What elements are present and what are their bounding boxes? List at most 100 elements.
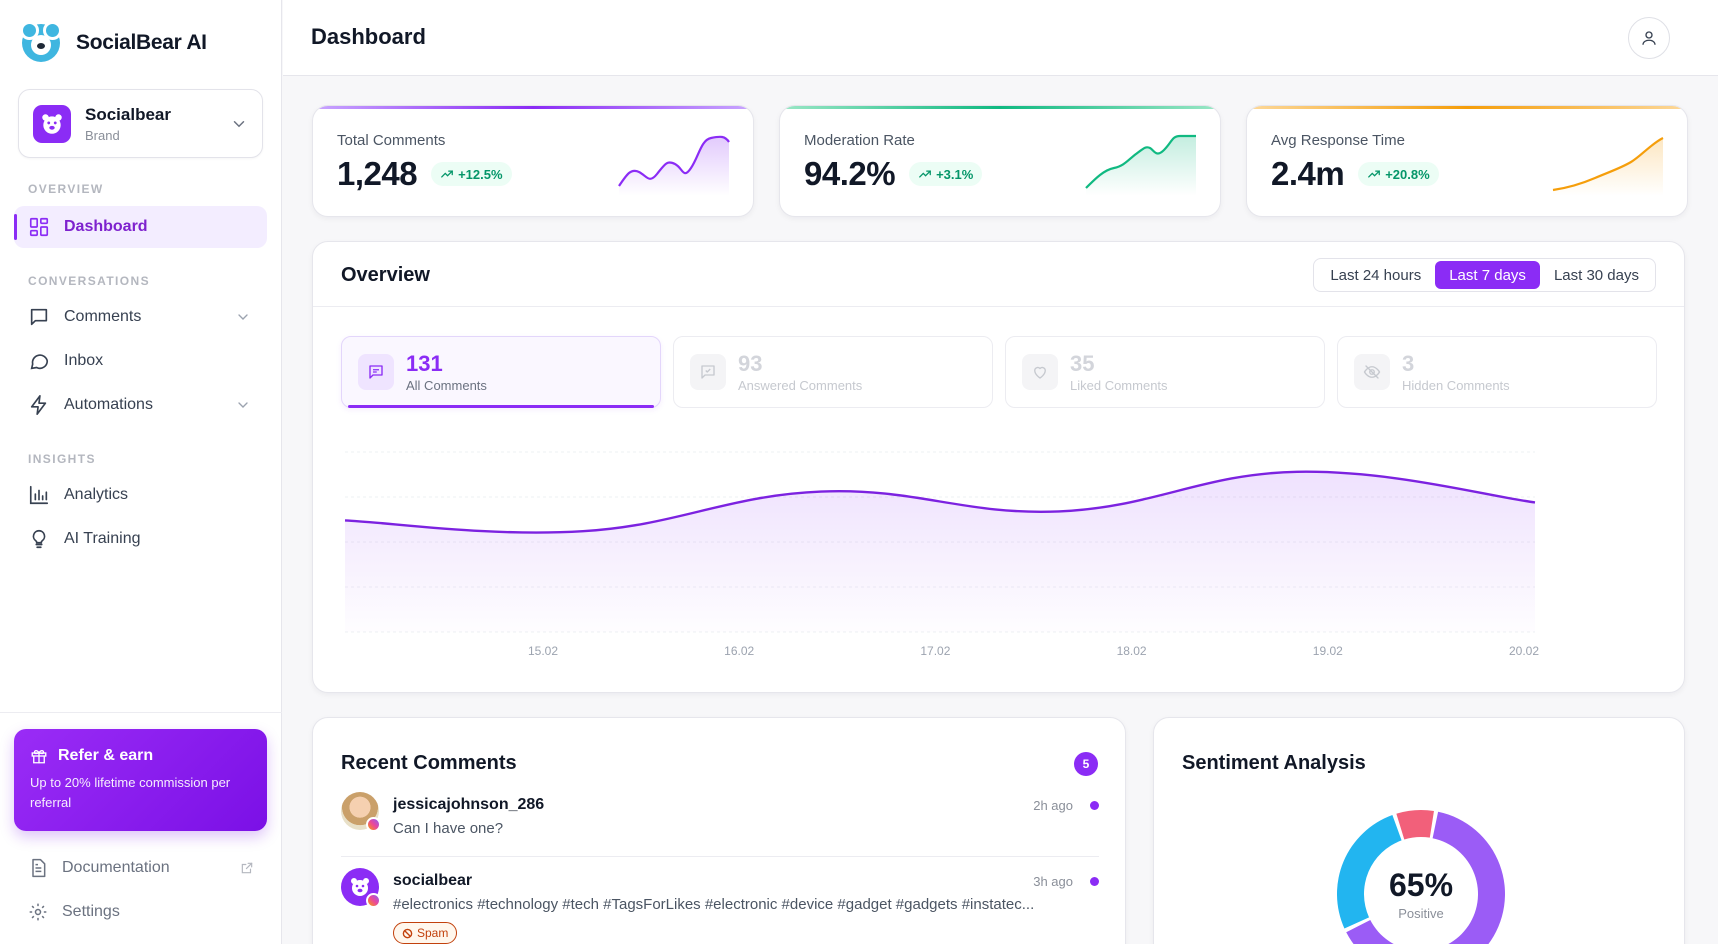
bear-icon xyxy=(351,878,369,896)
stat-value: 2.4m xyxy=(1271,155,1345,192)
sparkline-avg-response-time xyxy=(1552,137,1664,196)
stat-label: Total Comments xyxy=(337,132,446,149)
comment-icon xyxy=(369,365,383,379)
lightbulb-icon xyxy=(32,529,46,549)
metric-value: 35 xyxy=(1070,351,1095,376)
documentation-link[interactable]: Documentation xyxy=(28,858,254,878)
ban-icon xyxy=(402,928,413,938)
donut-slice-positive xyxy=(1346,811,1505,944)
refer-description: Up to 20% lifetime commission per referr… xyxy=(30,775,231,810)
page-title: Dashboard xyxy=(311,24,426,49)
app-name: SocialBear AI xyxy=(76,31,207,54)
brand-name: Socialbear xyxy=(85,104,171,124)
instagram-icon xyxy=(366,893,381,908)
stat-card-total-comments: Total Comments 1,248 +12.5% xyxy=(312,105,754,217)
document-icon xyxy=(32,858,46,878)
brand-type: Brand xyxy=(85,127,120,143)
settings-label: Settings xyxy=(62,903,120,920)
stat-value: 94.2% xyxy=(804,155,896,192)
refer-earn-card[interactable]: Refer & earn Up to 20% lifetime commissi… xyxy=(14,729,267,831)
x-tick-label: 15.02 xyxy=(528,644,558,658)
range-last-7-days[interactable]: Last 7 days xyxy=(1435,261,1540,289)
gift-icon xyxy=(31,749,47,764)
documentation-label: Documentation xyxy=(62,859,170,876)
stat-change-badge: +12.5% xyxy=(431,162,512,186)
chart-series-line xyxy=(344,470,1536,534)
heart-icon xyxy=(1034,366,1046,379)
comment-time: 2h ago xyxy=(1033,798,1073,813)
range-last-24-hours[interactable]: Last 24 hours xyxy=(1330,266,1422,284)
comment-time: 3h ago xyxy=(1033,874,1073,889)
sentiment-label: Positive xyxy=(1398,906,1444,921)
comment-item[interactable]: jessicajohnson_286 Can I have one? 2h ag… xyxy=(341,792,1099,852)
stat-card-moderation-rate: Moderation Rate 94.2% +3.1% xyxy=(779,105,1221,217)
chevron-down-icon xyxy=(238,402,248,408)
brand-avatar xyxy=(33,104,71,143)
sidebar-item-automations[interactable]: Automations xyxy=(14,384,267,426)
eye-off-icon xyxy=(1363,365,1381,379)
unread-dot xyxy=(1090,801,1099,810)
stat-card-avg-response-time: Avg Response Time 2.4m +20.8% xyxy=(1246,105,1688,217)
unread-dot xyxy=(1090,877,1099,886)
sentiment-analysis-panel: Sentiment Analysis 65% Positive xyxy=(1153,717,1685,944)
sidebar-item-inbox[interactable]: Inbox xyxy=(14,340,267,382)
metric-label: Answered Comments xyxy=(738,378,863,393)
app-logo[interactable]: SocialBear AI xyxy=(20,21,207,62)
overview-title: Overview xyxy=(341,264,430,286)
x-tick-label: 18.02 xyxy=(1117,644,1147,658)
message-circle-icon xyxy=(30,354,49,370)
x-tick-label: 16.02 xyxy=(724,644,754,658)
message-square-icon xyxy=(30,308,48,326)
instagram-icon xyxy=(366,817,381,832)
trending-up-icon xyxy=(919,170,931,178)
chevron-down-icon xyxy=(238,314,248,320)
bear-icon xyxy=(42,113,62,134)
spam-tag[interactable]: Spam xyxy=(393,922,458,944)
sidebar-item-label: Automations xyxy=(64,396,153,413)
trending-up-icon xyxy=(1368,170,1381,178)
section-conversations: CONVERSATIONS xyxy=(28,274,150,288)
tab-hidden-comments[interactable]: 3 Hidden Comments xyxy=(1337,336,1657,408)
tab-all-comments[interactable]: 131 All Comments xyxy=(341,336,661,408)
sparkline-total-comments xyxy=(618,135,730,196)
metric-label: Hidden Comments xyxy=(1402,378,1510,393)
tab-liked-comments[interactable]: 35 Liked Comments xyxy=(1005,336,1325,408)
brand-switcher[interactable]: Socialbear Brand xyxy=(18,89,263,158)
metric-label: Liked Comments xyxy=(1070,378,1168,393)
sidebar: SocialBear AI Socialbear Brand OVERVIEW … xyxy=(0,0,282,944)
top-header: Dashboard xyxy=(283,0,1718,76)
bear-logo-icon xyxy=(20,21,62,62)
tab-answered-comments[interactable]: 93 Answered Comments xyxy=(673,336,993,408)
sidebar-item-comments[interactable]: Comments xyxy=(14,296,267,338)
x-tick-label: 19.02 xyxy=(1313,644,1343,658)
sidebar-divider xyxy=(0,712,282,713)
sidebar-item-dashboard[interactable]: Dashboard xyxy=(14,206,267,248)
settings-link[interactable]: Settings xyxy=(28,902,254,922)
sidebar-item-analytics[interactable]: Analytics xyxy=(14,474,267,516)
donut-center: 65% Positive xyxy=(1331,804,1511,944)
reply-comment-icon xyxy=(701,365,715,379)
overview-panel: Overview Last 24 hours Last 7 days Last … xyxy=(312,241,1685,693)
stat-change-badge: +3.1% xyxy=(909,162,983,186)
donut-slice-negative xyxy=(1396,810,1434,840)
stat-value: 1,248 xyxy=(337,155,418,192)
chevron-down-icon xyxy=(233,120,245,127)
user-profile-button[interactable] xyxy=(1628,17,1670,59)
comment-text: Can I have one? xyxy=(393,820,504,837)
trending-up-icon xyxy=(441,170,453,178)
x-tick-label: 20.02 xyxy=(1509,644,1539,658)
comment-count-badge: 5 xyxy=(1074,752,1098,776)
chart-area-fill xyxy=(345,471,1535,632)
time-range-selector: Last 24 hours Last 7 days Last 30 days xyxy=(1313,258,1656,292)
comment-item[interactable]: socialbear #electronics #technology #tec… xyxy=(341,868,1099,944)
range-last-30-days[interactable]: Last 30 days xyxy=(1553,266,1639,284)
sentiment-donut-chart xyxy=(1337,810,1505,944)
sidebar-item-ai-training[interactable]: AI Training xyxy=(14,518,267,560)
user-icon xyxy=(1642,31,1656,45)
sentiment-percent: 65% xyxy=(1388,867,1454,903)
comment-username: jessicajohnson_286 xyxy=(393,796,545,813)
refer-title: Refer & earn xyxy=(58,747,154,764)
dashboard-grid-icon xyxy=(29,217,49,237)
x-tick-label: 17.02 xyxy=(920,644,950,658)
